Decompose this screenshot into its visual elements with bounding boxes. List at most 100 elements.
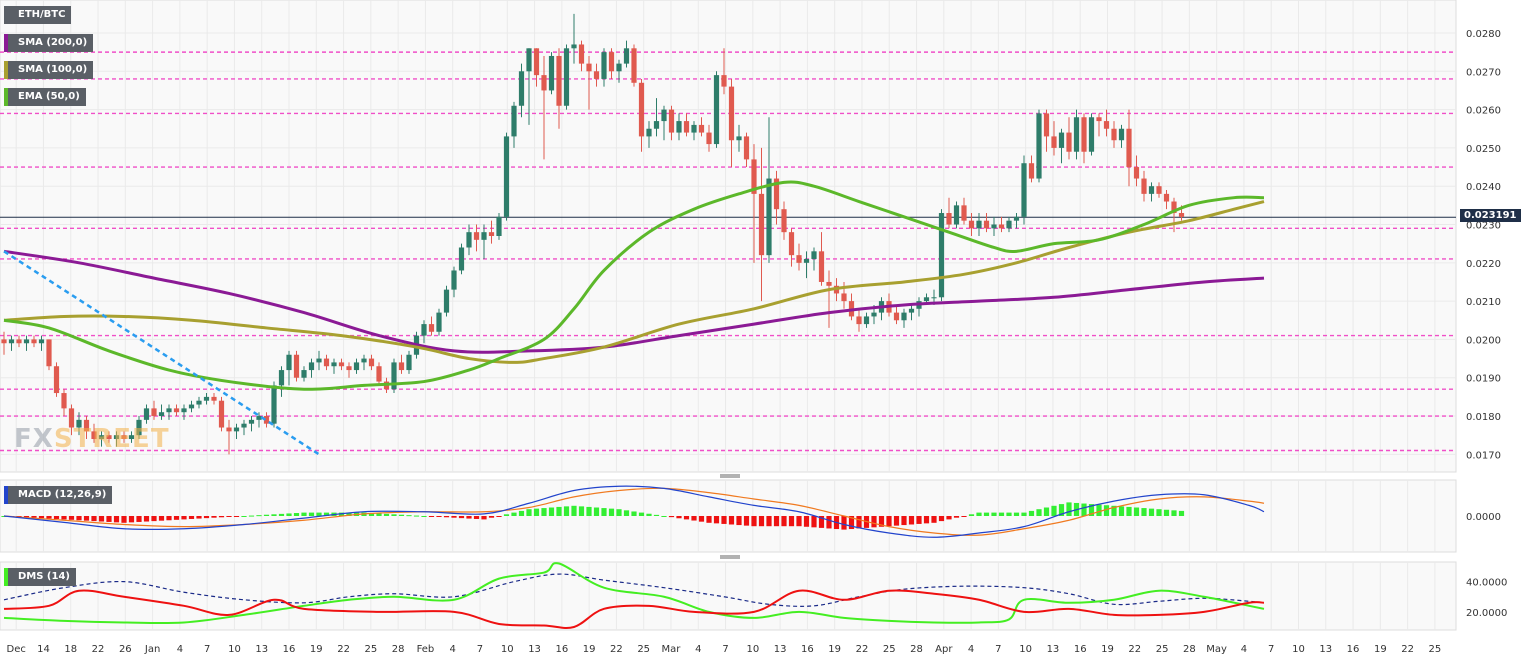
macd-histogram-bar: [653, 514, 660, 516]
candle-body: [451, 270, 457, 290]
candle-body: [286, 354, 292, 371]
macd-histogram-bar: [1111, 505, 1117, 516]
macd-label: MACD (12,26,9): [4, 486, 113, 504]
x-tick-label: 19: [310, 644, 323, 655]
sma200-line: [3, 249, 1265, 354]
macd-histogram-bar: [893, 516, 900, 526]
candle-body: [211, 396, 217, 401]
candle-body: [766, 178, 772, 256]
x-tick-label: 22: [856, 644, 869, 655]
macd-histogram-bar: [961, 516, 967, 517]
x-tick-label: 18: [64, 644, 77, 655]
macd-histogram-bar: [676, 516, 682, 519]
macd-histogram-bar: [818, 516, 825, 528]
candle-body: [736, 136, 742, 141]
candle-body: [1066, 132, 1072, 152]
macd-histogram-bar: [488, 516, 495, 518]
macd-histogram-bar: [256, 515, 262, 517]
macd-histogram-bar: [841, 516, 847, 530]
macd-histogram-bar: [443, 516, 450, 518]
support-resistance-levels: [0, 51, 1456, 452]
candle-body: [218, 400, 225, 428]
macd-histogram-bar: [166, 516, 172, 521]
candle-body: [1103, 121, 1110, 129]
macd-histogram-bar: [1036, 509, 1042, 516]
macd-histogram-bar: [263, 514, 270, 516]
macd-histogram-bar: [878, 516, 885, 527]
current-price-tag: 0.023191: [1460, 209, 1521, 223]
macd-histogram-bar: [31, 516, 37, 518]
x-tick-label: 19: [1374, 644, 1387, 655]
candle-body: [871, 312, 877, 317]
candle-body: [676, 121, 682, 133]
macd-histogram-bar: [503, 514, 510, 516]
x-tick-label: 25: [1156, 644, 1169, 655]
x-tick-label: 7: [477, 644, 483, 655]
candle-body: [323, 358, 330, 367]
candle-body: [548, 55, 555, 91]
dms-y-tick: 40.0000: [1466, 578, 1507, 589]
y-tick-label: 0.0200: [1466, 335, 1501, 346]
macd-histogram-bar: [773, 516, 780, 527]
candle-body: [391, 362, 397, 390]
candle-body: [158, 412, 165, 417]
x-tick-label: 22: [610, 644, 623, 655]
macd-histogram-bar: [308, 512, 315, 516]
candle-body: [563, 48, 570, 106]
candle-body: [31, 339, 37, 344]
candle-body: [173, 408, 180, 413]
candle-body: [1036, 113, 1042, 179]
macd-histogram-bar: [181, 516, 187, 520]
y-tick-label: 0.0230: [1466, 221, 1501, 232]
x-tick-label: 25: [883, 644, 896, 655]
macd-histogram-bar: [1013, 512, 1020, 516]
candle-body: [121, 435, 127, 440]
x-tick-label: 26: [119, 644, 132, 655]
macd-histogram-bar: [698, 516, 705, 522]
macd-histogram-bar: [376, 513, 382, 516]
y-tick-label: 0.0180: [1466, 412, 1501, 423]
macd-histogram-bar: [593, 507, 600, 516]
candle-body: [293, 354, 300, 378]
x-tick-label: 13: [528, 644, 541, 655]
macd-histogram-bar: [563, 506, 570, 516]
macd-histogram-bar: [953, 516, 960, 518]
x-tick-label: 19: [1101, 644, 1114, 655]
candle-body: [443, 289, 450, 313]
macd-histogram-bar: [706, 516, 712, 523]
x-tick-label: 7: [722, 644, 728, 655]
macd-histogram-bar: [473, 516, 480, 519]
candle-body: [1043, 113, 1050, 137]
sma100-label: SMA (100,0): [4, 61, 94, 79]
x-tick-label: Jan: [144, 644, 160, 655]
macd-histogram-bar: [901, 516, 907, 526]
candle-body: [758, 193, 765, 256]
macd-histogram-bar: [38, 516, 45, 519]
candle-body: [203, 396, 210, 401]
candle-body: [76, 419, 82, 428]
ema50-label: EMA (50,0): [4, 88, 86, 106]
candle-body: [98, 435, 105, 440]
x-tick-label: Dec: [7, 644, 26, 655]
candle-body: [331, 362, 337, 367]
ema50-line: [3, 180, 1265, 391]
moving-averages: [3, 180, 1265, 456]
macd-histogram-bar: [226, 516, 232, 517]
candle-body: [691, 124, 697, 133]
macd-histogram-bar: [248, 515, 255, 517]
macd-histogram-bar: [91, 516, 97, 522]
macd-histogram-bar: [421, 516, 427, 517]
x-tick-label: 16: [283, 644, 296, 655]
x-tick-label: 28: [1183, 644, 1196, 655]
sma200-label: SMA (200,0): [4, 34, 94, 52]
macd-histogram-bar: [713, 516, 720, 524]
candle-body: [1111, 128, 1117, 141]
candle-body: [931, 297, 937, 299]
macd-histogram-bar: [638, 512, 645, 516]
macd-histogram-bar: [526, 509, 532, 516]
x-tick-label: 19: [828, 644, 841, 655]
macd-histogram-bar: [61, 516, 67, 520]
candle-body: [863, 316, 870, 325]
macd-histogram-bar: [113, 516, 120, 523]
